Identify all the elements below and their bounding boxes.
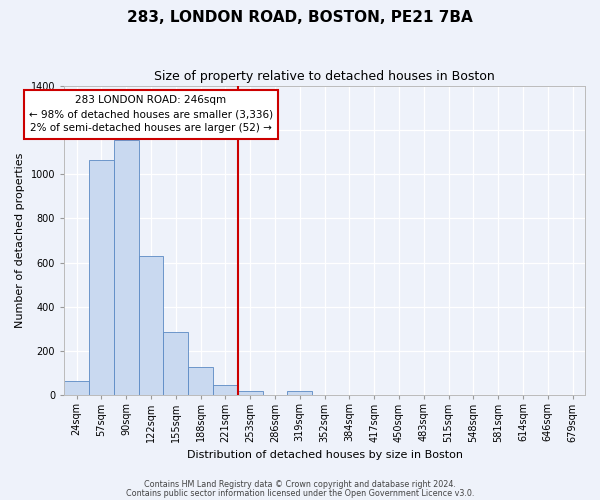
Bar [89,160,114,396]
Text: 283 LONDON ROAD: 246sqm
← 98% of detached houses are smaller (3,336)
2% of semi-: 283 LONDON ROAD: 246sqm ← 98% of detache… [29,96,273,134]
Bar [64,381,89,396]
Bar [139,256,163,396]
Text: Contains HM Land Registry data © Crown copyright and database right 2024.: Contains HM Land Registry data © Crown c… [144,480,456,489]
Bar [114,140,139,396]
Bar [163,332,188,396]
Text: Contains public sector information licensed under the Open Government Licence v3: Contains public sector information licen… [126,488,474,498]
Y-axis label: Number of detached properties: Number of detached properties [15,153,25,328]
Bar [188,366,213,396]
Title: Size of property relative to detached houses in Boston: Size of property relative to detached ho… [154,70,495,83]
Bar [287,392,312,396]
Text: 283, LONDON ROAD, BOSTON, PE21 7BA: 283, LONDON ROAD, BOSTON, PE21 7BA [127,10,473,25]
Bar [238,391,263,396]
Bar [213,384,238,396]
X-axis label: Distribution of detached houses by size in Boston: Distribution of detached houses by size … [187,450,463,460]
